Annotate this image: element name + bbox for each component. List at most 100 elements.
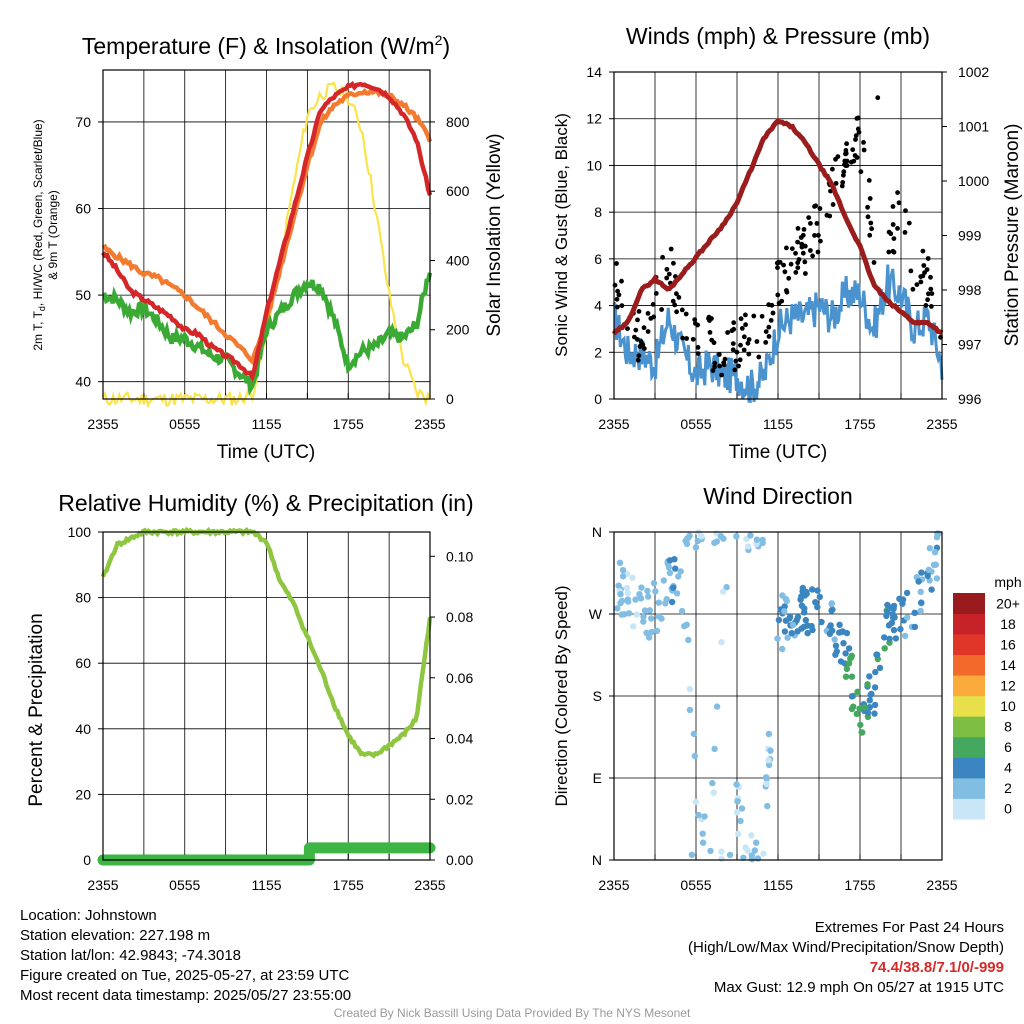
direction-point [774,635,781,642]
pressure-ylabel: Station Pressure (Maroon) [1002,124,1023,347]
gust-point [690,336,696,342]
temperature-panel: Temperature (F) & Insolation (W/m2) 2m T… [31,32,505,463]
direction-point [701,813,708,820]
gust-point [842,162,847,168]
temp-ytick-label: 50 [75,287,91,303]
direction-point [845,660,853,667]
gust-point [795,226,801,231]
temp-plot-frame [102,69,431,400]
direction-point [711,745,718,753]
dir-xtick-label: 2355 [598,877,629,893]
credit-text: Created By Nick Bassill Using Data Provi… [333,1006,691,1020]
gust-point [668,246,674,252]
direction-point [781,608,788,615]
gust-point [895,226,900,231]
rh-ytick-label: 80 [75,590,91,606]
gust-point [784,245,789,251]
direction-point [931,549,939,556]
direction-point [686,706,694,714]
gust-point [763,340,769,345]
gust-point [619,278,624,284]
direction-point [624,589,631,597]
direction-point [864,681,871,688]
rh-plot-frame [102,531,431,861]
direction-point [691,752,698,760]
rh-line [100,526,433,759]
direction-point [692,798,699,806]
gust-point [812,233,817,238]
direction-point [797,596,804,603]
pressure-y2tick-label: 997 [958,337,982,353]
direction-point [623,584,631,592]
direction-point [837,658,845,665]
gust-point [730,341,736,346]
direction-point [840,640,847,647]
pressure-y2tick-label: 996 [958,391,982,407]
direction-point [934,530,941,537]
gust-point [895,190,900,196]
gust-point [801,227,807,232]
direction-point [856,705,863,712]
direction-point [677,568,684,575]
gust-point [788,261,794,267]
gust-point [886,229,892,235]
gust-point [612,282,618,288]
gust-point [843,150,849,156]
insolation-y2tick-label: 800 [446,114,470,130]
direction-point [779,645,786,653]
direction-point [735,830,742,838]
direction-point [871,710,878,717]
gust-point [614,261,619,266]
direction-point [670,584,677,591]
direction-point [733,781,740,788]
direction-point [759,536,766,544]
gust-point [645,311,651,316]
gust-point [736,363,741,369]
gust-point [896,200,902,206]
direction-point [818,618,825,626]
direction-point [747,532,754,539]
direction-point [748,832,755,839]
gust-point [732,367,738,373]
direction-point [646,607,653,614]
gust-point [616,292,622,298]
gust-point [798,235,804,240]
colorbar-label: 20+ [996,595,1020,611]
gust-point [923,303,929,308]
direction-point [890,626,898,634]
direction-point [873,651,880,658]
direction-point [872,668,879,676]
direction-point [675,573,682,580]
direction-point [763,775,770,782]
gust-point [684,336,689,341]
direction-point [640,618,647,625]
direction-point [684,535,691,542]
gust-point [743,322,748,328]
direction-point [861,704,868,711]
direction-point [915,578,922,585]
direction-point [867,691,874,699]
gust-point [763,329,769,334]
direction-point [812,599,819,606]
station-info: Location: Johnstown Station elevation: 2… [20,906,351,1006]
dir-xtick-label: 1755 [844,877,875,893]
direction-point [829,627,836,634]
recent-data-text: Most recent data timestamp: 2025/05/27 2… [20,987,352,1004]
direction-point [709,779,716,787]
temperature-xlabel: Time (UTC) [217,442,316,463]
gust-point [833,181,839,186]
direction-point [848,652,855,659]
gust-point [776,300,782,306]
gust-point [795,265,801,271]
gust-point [869,226,874,232]
direction-point [888,619,896,627]
wind-xlabel: Time (UTC) [729,442,828,463]
elevation-text: Station elevation: 227.198 m [20,927,211,944]
gust-point [928,274,933,280]
direction-point [753,839,760,846]
direction-point [917,588,924,596]
direction-point [804,630,811,637]
dir-ytick-label: W [589,606,603,622]
wind-ytick-label: 6 [594,251,602,267]
gust-point [650,302,656,307]
